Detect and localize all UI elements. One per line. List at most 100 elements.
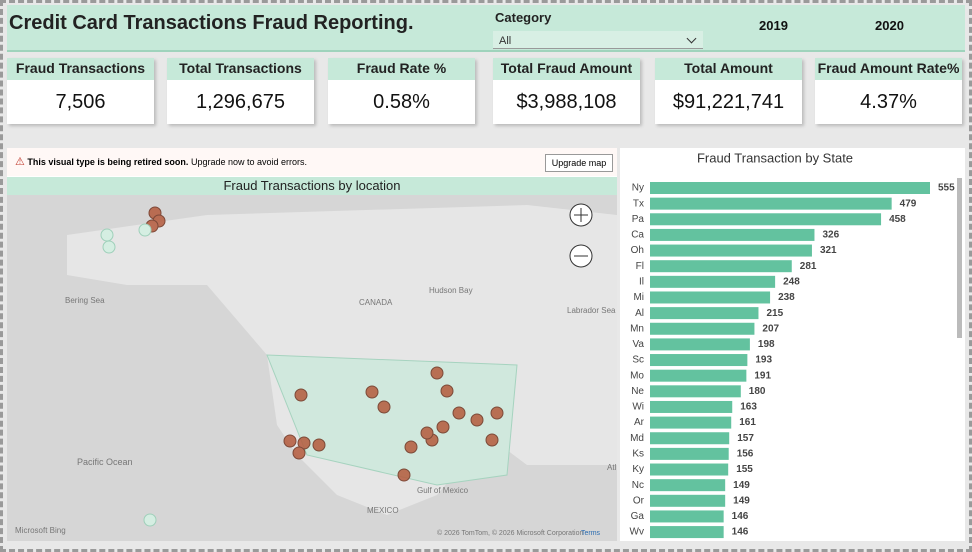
bar	[650, 354, 748, 367]
bar	[650, 322, 755, 335]
warning-text: Upgrade now to avoid errors.	[190, 157, 308, 167]
data-label: 146	[732, 511, 749, 522]
category-label: Fl	[636, 261, 644, 272]
category-label: Wi	[632, 402, 644, 413]
kpi-value: 0.58%	[373, 91, 430, 113]
bar	[650, 291, 771, 304]
bar	[650, 228, 815, 241]
map: Bering Sea CANADA Hudson Bay Labrador Se…	[7, 195, 617, 541]
category-label: Nc	[632, 480, 644, 491]
data-label: 146	[732, 527, 749, 538]
data-label: 180	[749, 386, 766, 397]
state-chart: Fraud Transaction by State Ny 555 Tx 479 Pa 4…	[620, 148, 965, 541]
header-bar	[7, 5, 965, 52]
data-label: 248	[783, 276, 800, 287]
category-label: Ca	[631, 230, 644, 241]
map-label: Atl	[607, 463, 617, 472]
data-label: 161	[739, 417, 756, 428]
category-label: Mn	[630, 323, 644, 334]
category-label: Ne	[631, 386, 644, 397]
scrollbar[interactable]	[957, 178, 962, 338]
zoom-in[interactable]	[569, 203, 593, 227]
data-label: 198	[758, 339, 775, 350]
bar	[650, 432, 730, 445]
category-label: Ks	[632, 449, 644, 460]
map-label: CANADA	[359, 298, 393, 307]
bar	[650, 244, 812, 257]
kpi-card: Total Fraud Amount $3,988,108	[493, 58, 640, 124]
bar	[650, 385, 741, 398]
category-label: Md	[630, 433, 644, 444]
category-label: Sc	[632, 355, 644, 366]
category-label: Pa	[632, 214, 645, 225]
kpi-label: Fraud Transactions	[7, 58, 154, 80]
kpi-card: Fraud Amount Rate% 4.37%	[815, 58, 962, 124]
map-title: Fraud Transactions by location	[7, 177, 617, 195]
kpi-label: Fraud Amount Rate%	[815, 58, 962, 80]
bar	[650, 479, 726, 492]
chart-title: Fraud Transaction by State	[697, 150, 853, 165]
bar	[650, 275, 776, 288]
map-label: Hudson Bay	[429, 286, 473, 295]
kpi-card: Total Transactions 1,296,675	[167, 58, 314, 124]
category-label: Il	[639, 276, 644, 287]
category-label: Ny	[632, 183, 644, 194]
bar	[650, 494, 726, 507]
slicer-label: Category	[495, 10, 552, 25]
category-label: Or	[633, 495, 645, 506]
map-terms[interactable]: Terms	[581, 530, 601, 537]
data-label: 238	[778, 292, 795, 303]
bar	[650, 369, 747, 382]
kpi-value: $3,988,108	[516, 91, 617, 113]
year-button[interactable]: 2019	[759, 18, 788, 33]
map-label: MEXICO	[367, 506, 399, 515]
category-label: Mi	[633, 292, 644, 303]
map-label: Bering Sea	[65, 296, 105, 305]
kpi-card: Fraud Rate % 0.58%	[328, 58, 475, 124]
kpi-value: 4.37%	[860, 91, 917, 113]
bar	[650, 213, 882, 226]
map-copyright: © 2026 TomTom, © 2026 Microsoft Corporat…	[437, 529, 583, 537]
bar	[650, 400, 733, 413]
map-label: Pacific Ocean	[77, 457, 133, 467]
data-label: 326	[822, 230, 839, 241]
kpi-label: Total Amount	[655, 58, 802, 80]
bar	[650, 416, 732, 429]
data-label: 149	[733, 495, 750, 506]
year-button[interactable]: 2020	[875, 18, 904, 33]
kpi-label: Fraud Rate %	[328, 58, 475, 80]
bar	[650, 260, 792, 273]
category-dropdown[interactable]: All	[493, 31, 703, 49]
data-label: 157	[737, 433, 754, 444]
data-label: 215	[766, 308, 783, 319]
dashboard-title: Credit Card Transactions Fraud Reporting…	[9, 12, 414, 34]
bar	[650, 447, 729, 460]
upgrade-button[interactable]: Upgrade map	[545, 154, 613, 172]
data-label: 281	[800, 261, 817, 272]
data-label: 458	[889, 214, 906, 225]
data-label: 149	[733, 480, 750, 491]
category-label: Ky	[632, 464, 644, 475]
bar	[650, 526, 724, 539]
fraud-points	[145, 206, 504, 482]
data-label: 555	[938, 183, 955, 194]
category-label: Ar	[634, 417, 645, 428]
kpi-label: Total Fraud Amount	[493, 58, 640, 80]
warning-bold: This visual type is being retired soon.	[27, 157, 189, 167]
transaction-points	[100, 223, 157, 527]
category-label: Al	[635, 308, 644, 319]
map-brand: Microsoft Bing	[15, 526, 66, 535]
category-label: Va	[633, 339, 645, 350]
data-label: 163	[740, 402, 757, 413]
data-label: 191	[754, 370, 771, 381]
bar	[650, 463, 729, 476]
zoom-out[interactable]	[569, 244, 593, 268]
map-label: Gulf of Mexico	[417, 486, 469, 495]
data-label: 193	[755, 355, 772, 366]
data-label: 155	[736, 464, 753, 475]
data-label: 321	[820, 245, 837, 256]
category-label: Wv	[630, 527, 644, 538]
kpi-card: Fraud Transactions 7,506	[7, 58, 154, 124]
data-label: 156	[737, 449, 754, 460]
